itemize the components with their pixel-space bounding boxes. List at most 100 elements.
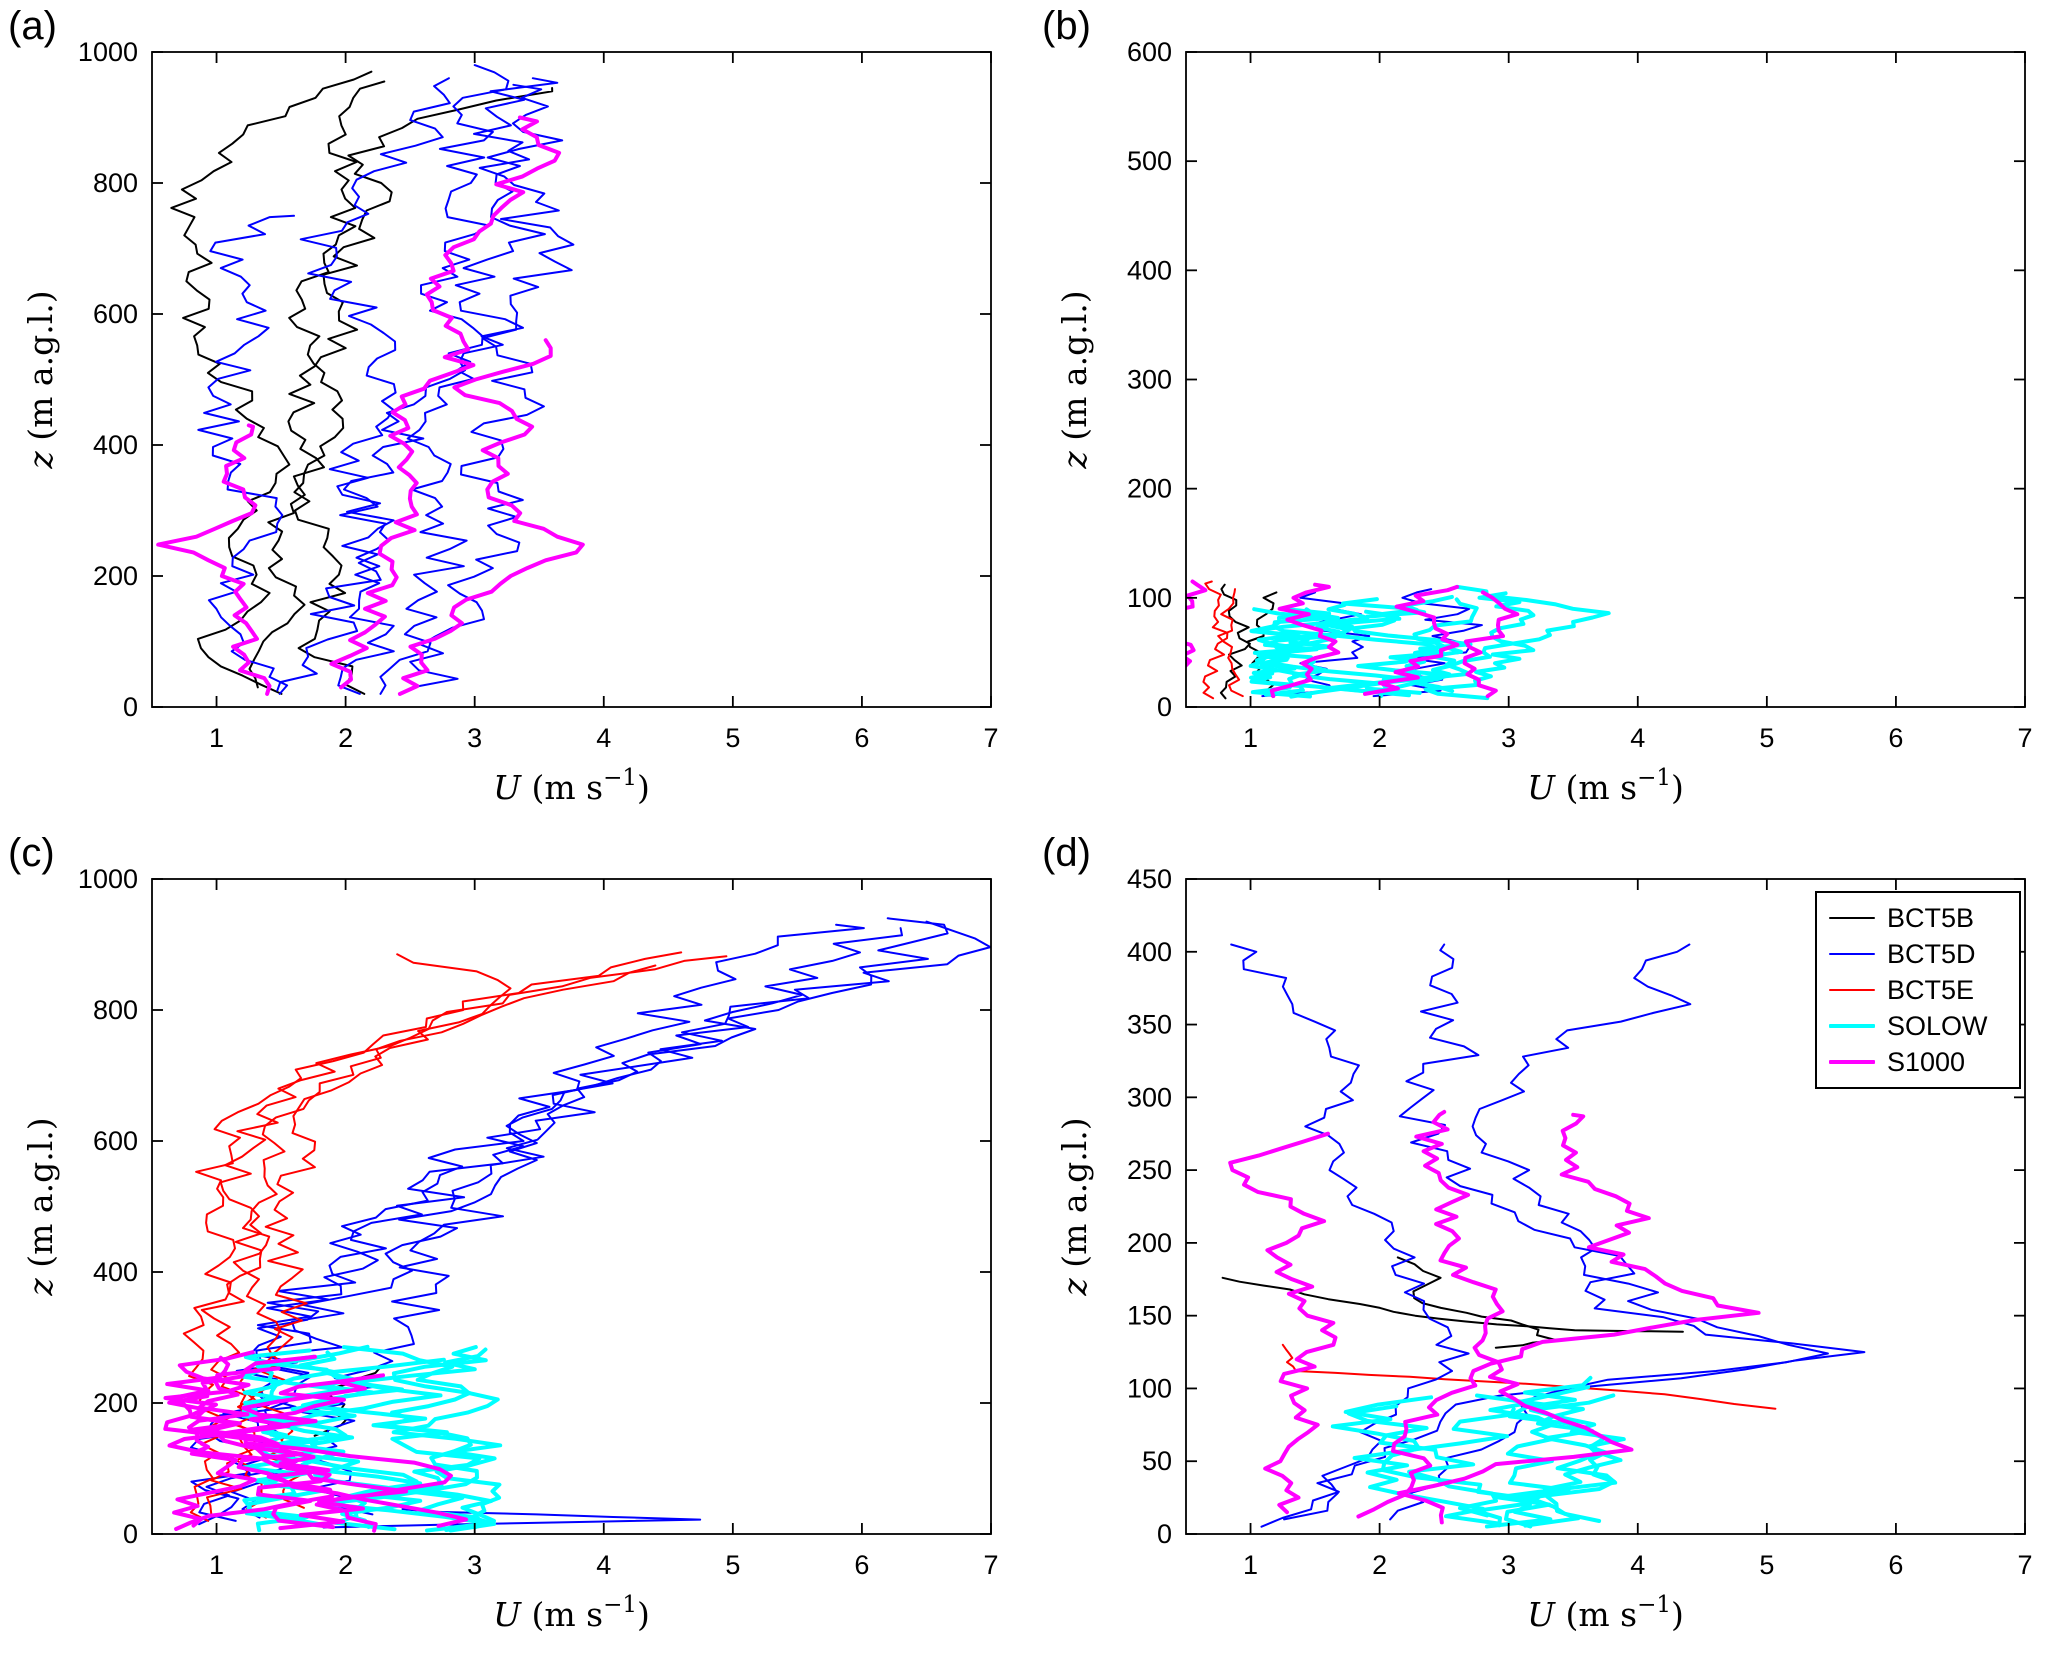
y-tick-label: 1000 — [78, 864, 138, 894]
legend: BCT5B BCT5D BCT5E SOLOW S1000 — [1815, 891, 2021, 1089]
panel-c: (c) 1 2 3 4 5 6 7 0 200 400 600 800 1000 U (m s−1) z (… — [0, 827, 1033, 1654]
x-tick-label: 4 — [596, 723, 611, 753]
series-line-S1000 — [1356, 1112, 1761, 1519]
series-line-BCT5E — [1281, 1343, 1777, 1410]
y-tick-label: 600 — [1127, 37, 1172, 67]
series-line-SOLOW — [240, 1348, 496, 1530]
x-tick-label: 4 — [1630, 723, 1645, 753]
y-tick-label: 50 — [1142, 1446, 1172, 1476]
y-tick-label: 400 — [1127, 255, 1172, 285]
x-axis-label: U (m s−1) — [1527, 765, 1684, 807]
x-tick-label: 5 — [725, 1550, 740, 1580]
y-axis-label: z (m a.g.l.) — [1055, 290, 1094, 469]
y-tick-label: 0 — [1157, 692, 1172, 722]
series-line-S1000 — [167, 1378, 409, 1533]
y-tick-label: 300 — [1127, 1082, 1172, 1112]
legend-line-swatch — [1829, 989, 1875, 991]
series-line-SOLOW — [1475, 1393, 1571, 1529]
series-line-BCT5D — [409, 77, 575, 689]
series-line-SOLOW — [1423, 591, 1536, 701]
panel-c-plot: 1 2 3 4 5 6 7 0 200 400 600 800 1000 U (m s−1) z (m a.… — [21, 864, 999, 1634]
series-line-BCT5B — [1219, 583, 1251, 700]
legend-line-swatch — [1829, 917, 1875, 919]
x-tick-label: 6 — [1888, 723, 1903, 753]
panel-b-plot: 1 2 3 4 5 6 7 0 100 200 300 400 500 600 U (m s−1) z (m … — [1055, 37, 2033, 807]
y-tick-label: 450 — [1127, 864, 1172, 894]
series-line-BCT5D — [337, 83, 564, 695]
x-tick-label: 1 — [1243, 1550, 1258, 1580]
x-tick-label: 3 — [1501, 723, 1516, 753]
y-tick-label: 100 — [1127, 583, 1172, 613]
series-line-SOLOW — [341, 1345, 503, 1533]
legend-line-swatch — [1829, 953, 1875, 955]
x-tick-label: 1 — [209, 723, 224, 753]
legend-entry-label: BCT5D — [1887, 938, 1976, 969]
series-line-S1000 — [1269, 582, 1341, 699]
y-axis-label: z (m a.g.l.) — [21, 290, 60, 469]
axes-box — [1185, 878, 2026, 1535]
y-tick-label: 250 — [1127, 1155, 1172, 1185]
legend-entry-label: BCT5B — [1887, 902, 1975, 933]
series-line-BCT5D — [1260, 943, 1866, 1528]
x-tick-label: 2 — [338, 1550, 353, 1580]
y-tick-label: 1000 — [78, 37, 138, 67]
legend-entry-BCT5D: BCT5D — [1817, 936, 2019, 972]
x-tick-label: 5 — [1759, 1550, 1774, 1580]
axes-box — [151, 878, 992, 1535]
x-tick-label: 5 — [725, 723, 740, 753]
x-tick-label: 3 — [1501, 1550, 1516, 1580]
series-line-S1000 — [172, 1366, 281, 1528]
legend-line-swatch — [1829, 1024, 1875, 1028]
series-line-BCT5D — [197, 214, 295, 695]
x-tick-label: 7 — [983, 1550, 998, 1580]
y-axis-label: z (m a.g.l.) — [1055, 1117, 1094, 1296]
x-tick-label: 3 — [467, 723, 482, 753]
x-axis-label: U (m s−1) — [493, 1592, 650, 1634]
legend-line-swatch — [1829, 1060, 1875, 1064]
x-axis-label: U (m s−1) — [1527, 1592, 1684, 1634]
x-tick-label: 7 — [983, 723, 998, 753]
legend-entry-label: S1000 — [1887, 1046, 1966, 1077]
y-tick-label: 300 — [1127, 365, 1172, 395]
panel-c-letter: (c) — [8, 831, 55, 875]
y-tick-label: 200 — [1127, 1228, 1172, 1258]
x-tick-label: 6 — [854, 723, 869, 753]
panel-d: (d) 1 2 3 4 5 6 7 0 50 100 150 200 250 300 350 400 450 U … — [1034, 827, 2067, 1654]
x-tick-label: 2 — [1372, 1550, 1387, 1580]
x-axis-label: U (m s−1) — [493, 765, 650, 807]
y-tick-label: 150 — [1127, 1301, 1172, 1331]
panel-a-plot: 1 2 3 4 5 6 7 0 200 400 600 800 1000 U (m s−1) z (m a.… — [21, 37, 999, 807]
axes-box — [1185, 51, 2026, 708]
legend-entry-SOLOW: SOLOW — [1817, 1008, 2019, 1044]
panel-a-letter: (a) — [8, 4, 57, 48]
series-line-SOLOW — [1379, 584, 1611, 699]
y-tick-label: 800 — [93, 168, 138, 198]
series-line-S1000 — [165, 1355, 453, 1531]
series-line-BCT5E — [200, 955, 728, 1516]
series-line-S1000 — [156, 423, 272, 696]
x-tick-label: 2 — [338, 723, 353, 753]
x-tick-label: 6 — [854, 1550, 869, 1580]
series-line-SOLOW — [1330, 1395, 1602, 1523]
series-line-SOLOW — [1263, 594, 1454, 695]
panel-a: (a) 1 2 3 4 5 6 7 0 200 400 600 800 1000 U (m s−1) z (… — [0, 0, 1033, 827]
series-line-S1000 — [329, 115, 562, 690]
series-line-BCT5B — [170, 70, 373, 695]
y-tick-label: 400 — [93, 1257, 138, 1287]
panel-d-letter: (d) — [1042, 831, 1091, 875]
y-tick-label: 200 — [93, 1388, 138, 1418]
y-tick-label: 200 — [1127, 474, 1172, 504]
x-tick-label: 4 — [596, 1550, 611, 1580]
series-line-SOLOW — [1346, 1404, 1498, 1518]
series-line-S1000 — [397, 338, 585, 696]
series-line-SOLOW — [1352, 1375, 1593, 1526]
series-line-S1000 — [215, 1373, 469, 1528]
y-tick-label: 200 — [93, 561, 138, 591]
y-tick-label: 100 — [1127, 1373, 1172, 1403]
legend-entry-label: BCT5E — [1887, 974, 1975, 1005]
series-line-S1000 — [1396, 1109, 1634, 1525]
series-line-S1000 — [1462, 590, 1520, 699]
x-tick-label: 5 — [1759, 723, 1774, 753]
x-tick-label: 4 — [1630, 1550, 1645, 1580]
